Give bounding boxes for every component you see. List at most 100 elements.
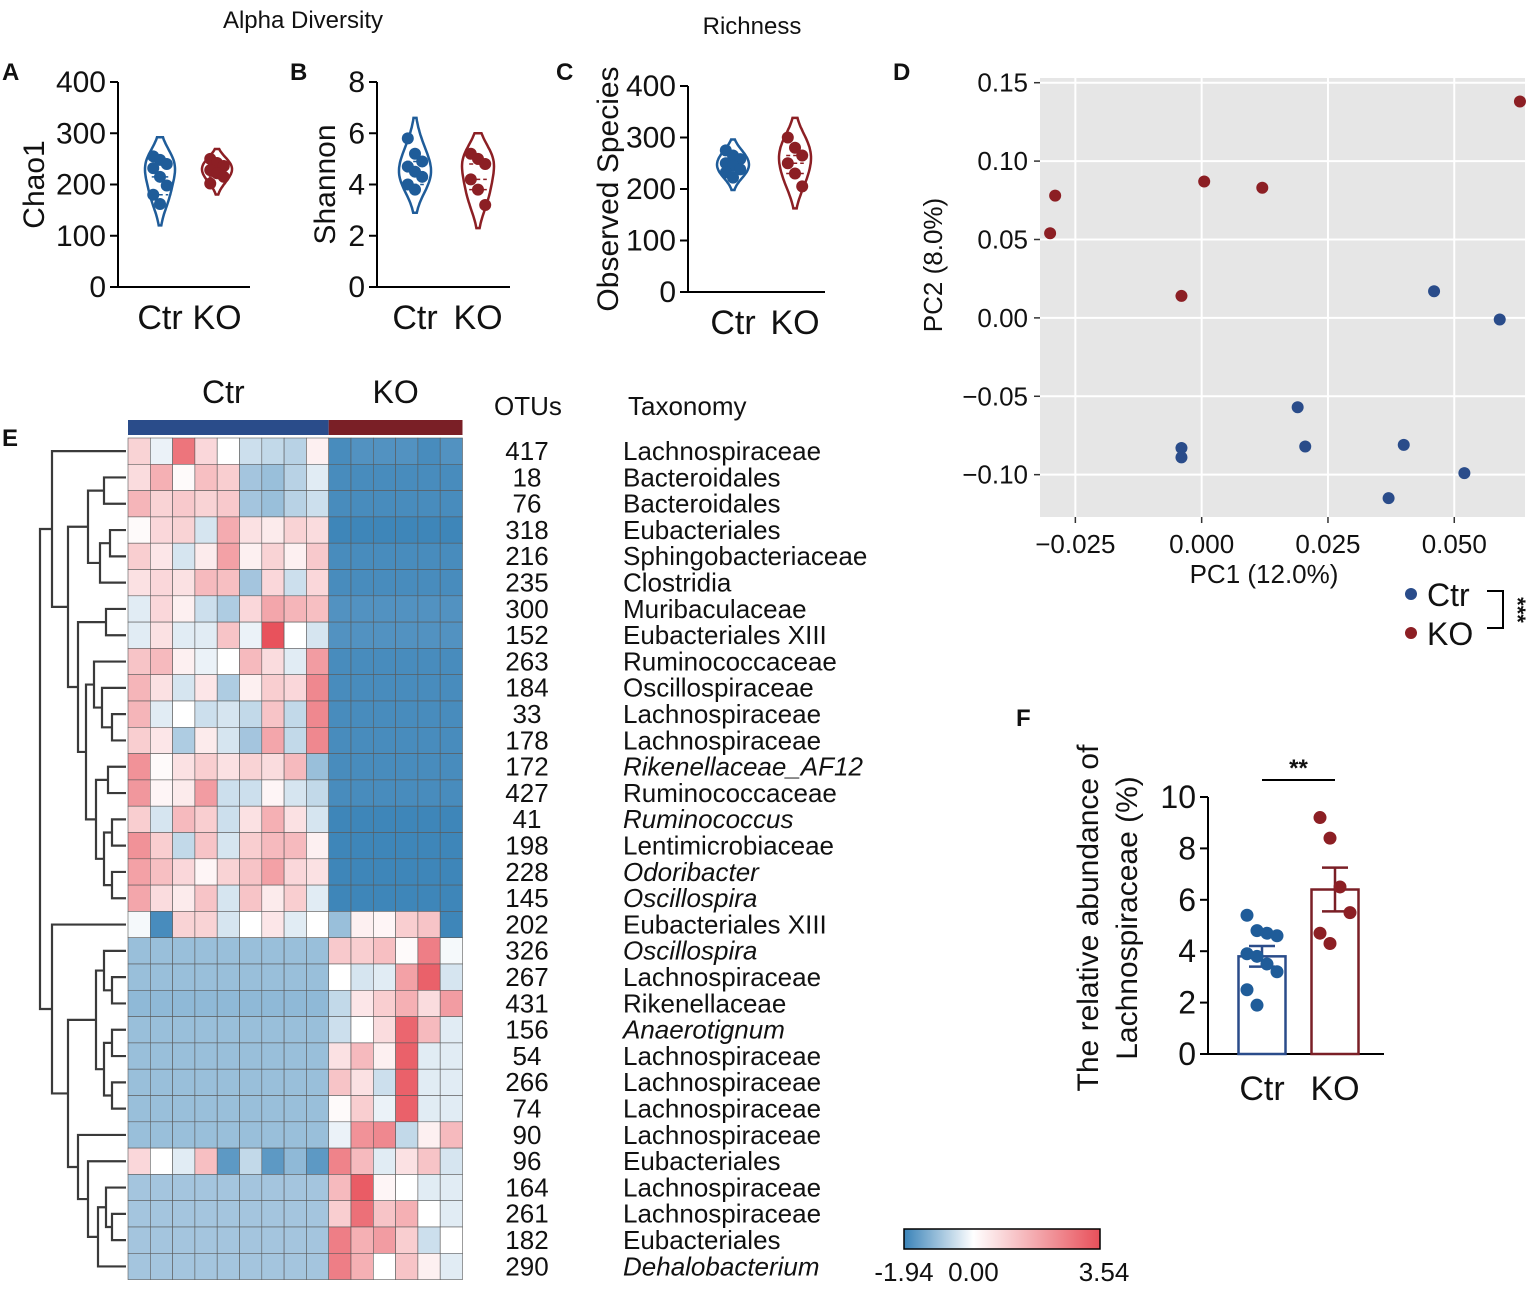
- taxonomy-label: Eubacteriales XIII: [623, 620, 827, 650]
- heatmap-cell: [372, 621, 396, 649]
- data-point-ko: [1323, 831, 1337, 845]
- heatmap-cell: [194, 1042, 218, 1070]
- y-tick-label: 10: [1160, 779, 1196, 815]
- heatmap-cell: [439, 832, 463, 860]
- data-point-ctr: [147, 188, 160, 201]
- data-point-ko: [796, 149, 809, 162]
- heatmap-cell: [372, 569, 396, 597]
- heatmap-cell: [283, 1200, 307, 1228]
- heatmap-cell: [417, 726, 441, 754]
- heatmap-cell: [239, 911, 263, 939]
- taxonomy-label: Oscillospira: [623, 936, 757, 966]
- heatmap-cell: [417, 490, 441, 518]
- heatmap-cell: [417, 1121, 441, 1149]
- otu-id: 216: [505, 541, 548, 571]
- heatmap-cell: [261, 1121, 285, 1149]
- violin-ko: [460, 132, 496, 230]
- heatmap-cell: [328, 989, 352, 1017]
- heatmap-cell: [216, 884, 240, 912]
- data-point-ctr: [160, 158, 173, 170]
- panel-label-d: D: [893, 59, 910, 86]
- heatmap-cell: [439, 1253, 463, 1280]
- heatmap-cell: [194, 937, 218, 965]
- heatmap-cell: [417, 648, 441, 676]
- heatmap-cell: [283, 674, 307, 702]
- heatmap-cell: [194, 437, 218, 465]
- heatmap-cell: [328, 595, 352, 623]
- heatmap-cell: [372, 1174, 396, 1202]
- x-tick-label-ko: KO: [1310, 1070, 1359, 1108]
- heatmap-cell: [306, 1121, 329, 1149]
- data-point-ko: [1333, 880, 1347, 894]
- heatmap-cell: [239, 490, 263, 518]
- heatmap-cell: [306, 832, 329, 860]
- y-tick-label: 0.05: [977, 224, 1028, 254]
- taxonomy-label: Bacteroidales: [623, 489, 781, 519]
- data-point-ctr: [1175, 451, 1188, 464]
- heatmap-cell: [172, 832, 196, 860]
- heatmap-cell: [328, 1226, 352, 1254]
- heatmap-cell: [306, 542, 329, 570]
- data-point-ctr: [160, 179, 173, 192]
- heatmap-cell: [439, 753, 463, 781]
- heatmap-cell: [283, 937, 307, 965]
- x-tick-label: 0.025: [1295, 529, 1360, 559]
- panel-label-e: E: [2, 425, 18, 452]
- richness-title: Richness: [703, 13, 802, 40]
- heatmap-cell: [216, 648, 240, 676]
- otu-id: 198: [505, 831, 548, 861]
- otu-id: 202: [505, 909, 548, 939]
- heatmap-cell: [372, 858, 396, 886]
- heatmap-cell: [395, 911, 419, 939]
- y-tick-label: 0: [1178, 1036, 1196, 1072]
- heatmap-cell: [439, 805, 463, 833]
- otu-id: 235: [505, 568, 548, 598]
- heatmap-cell: [350, 884, 374, 912]
- colorbar: [903, 1228, 1101, 1250]
- otu-id: 33: [513, 699, 542, 729]
- taxonomy-label: Dehalobacterium: [623, 1251, 820, 1281]
- heatmap-cell: [150, 1016, 173, 1044]
- heatmap-cell: [350, 1121, 374, 1149]
- heatmap-cell: [194, 700, 218, 728]
- heatmap-cell: [239, 753, 263, 781]
- heatmap-cell: [439, 516, 463, 544]
- heatmap-cell: [283, 1253, 307, 1280]
- data-point-ctr: [1260, 926, 1274, 940]
- heatmap-cell: [306, 1095, 329, 1123]
- heatmap-cell: [172, 911, 196, 939]
- group-label-ctr: Ctr: [202, 374, 245, 410]
- data-point-ko: [1044, 227, 1057, 240]
- heatmap-cell: [150, 437, 173, 465]
- heatmap-cell: [439, 858, 463, 886]
- panel-label-f: F: [1016, 705, 1031, 732]
- heatmap-cell: [172, 726, 196, 754]
- heatmap-cell: [194, 805, 218, 833]
- heatmap-cell: [150, 726, 173, 754]
- heatmap-cell: [239, 1253, 263, 1280]
- heatmap-cell: [127, 1174, 151, 1202]
- x-tick-label-ctr: Ctr: [1239, 1070, 1284, 1108]
- taxonomy-label: Ruminococcaceae: [623, 646, 837, 676]
- heatmap-cell: [372, 516, 396, 544]
- heatmap-cell: [328, 937, 352, 965]
- data-point-ko: [789, 141, 801, 154]
- heatmap-cell: [395, 437, 419, 465]
- heatmap-cell: [216, 595, 240, 623]
- heatmap-cell: [150, 911, 173, 939]
- heatmap-cell: [372, 911, 396, 939]
- data-point-ctr: [1299, 440, 1312, 453]
- heatmap-cell: [328, 726, 352, 754]
- otu-id: 18: [513, 462, 542, 492]
- data-point-ko: [217, 170, 230, 183]
- heatmap-cell: [395, 1253, 419, 1280]
- heatmap-cell: [328, 621, 352, 649]
- heatmap-cell: [350, 569, 374, 597]
- heatmap-cell: [194, 621, 218, 649]
- heatmap-cell: [239, 437, 263, 465]
- heatmap-cell: [261, 437, 285, 465]
- heatmap-cell: [328, 911, 352, 939]
- heatmap-cell: [150, 1200, 173, 1228]
- otu-id: 431: [505, 988, 548, 1018]
